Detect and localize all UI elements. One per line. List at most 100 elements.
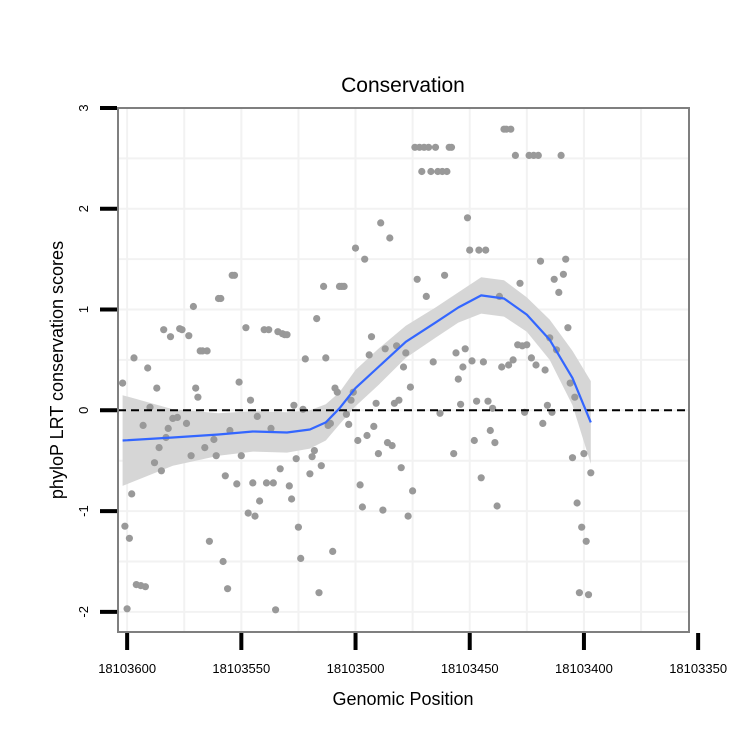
data-point xyxy=(246,396,255,404)
data-point xyxy=(123,605,131,613)
data-point xyxy=(166,333,175,341)
data-point xyxy=(564,324,572,332)
y-tick-label: 3 xyxy=(76,104,91,111)
data-point xyxy=(523,341,531,349)
x-axis-title: Genomic Position xyxy=(332,689,473,709)
data-point xyxy=(381,345,389,353)
data-point xyxy=(493,502,501,510)
data-point xyxy=(173,413,181,421)
data-point xyxy=(157,467,165,475)
data-point xyxy=(192,384,200,392)
data-point xyxy=(427,167,435,176)
data-point xyxy=(397,464,405,472)
data-point xyxy=(121,522,129,530)
data-point xyxy=(534,151,542,159)
data-point xyxy=(429,358,437,366)
x-tick-label: 18103350 xyxy=(669,661,727,676)
data-point xyxy=(541,366,549,374)
data-point xyxy=(580,450,588,458)
data-point xyxy=(322,354,330,362)
data-point xyxy=(329,547,337,556)
data-point xyxy=(139,421,147,429)
data-point xyxy=(230,271,239,279)
data-points xyxy=(119,125,595,614)
data-point xyxy=(489,404,497,412)
data-point xyxy=(182,419,191,427)
data-point xyxy=(482,246,490,254)
data-point xyxy=(425,143,433,151)
data-point xyxy=(470,436,478,445)
data-point xyxy=(283,331,291,339)
data-point xyxy=(374,450,382,458)
data-point xyxy=(406,383,414,391)
data-point xyxy=(363,431,371,440)
data-point xyxy=(582,537,590,545)
data-point xyxy=(308,453,316,461)
y-tick-label: -2 xyxy=(76,606,91,618)
data-point xyxy=(237,452,245,460)
x-axis: 18103600 18103550 18103500 18103450 18103400… xyxy=(98,633,727,676)
y-tick-label: -1 xyxy=(76,505,91,517)
data-point xyxy=(178,326,186,334)
data-point xyxy=(555,288,563,296)
data-point xyxy=(484,397,492,405)
data-point xyxy=(568,454,577,462)
data-point xyxy=(317,462,325,470)
data-point xyxy=(242,324,250,332)
data-point xyxy=(320,282,328,290)
x-tick-label: 18103550 xyxy=(212,661,270,676)
data-point xyxy=(559,270,568,278)
data-point xyxy=(219,557,227,566)
data-point xyxy=(235,378,243,386)
data-point xyxy=(285,482,293,490)
data-point xyxy=(457,400,465,408)
data-point xyxy=(351,244,360,252)
data-point xyxy=(347,396,355,404)
data-point xyxy=(217,294,225,303)
y-tick-label: 2 xyxy=(76,205,91,212)
chart-title: Conservation xyxy=(341,74,465,97)
data-point xyxy=(361,255,369,263)
data-point xyxy=(505,361,513,369)
data-point xyxy=(189,302,197,311)
data-point xyxy=(587,469,595,477)
data-point xyxy=(539,419,547,427)
data-point xyxy=(571,393,579,401)
data-point xyxy=(251,512,259,520)
data-point xyxy=(447,143,456,151)
data-point xyxy=(262,479,271,487)
data-point xyxy=(473,397,481,405)
data-point xyxy=(310,447,318,455)
data-point xyxy=(288,495,296,503)
data-point xyxy=(452,349,460,357)
data-point xyxy=(486,426,494,435)
data-point xyxy=(256,497,264,505)
panel-border xyxy=(117,107,690,633)
data-point xyxy=(459,363,467,371)
data-point xyxy=(550,275,558,283)
data-point xyxy=(507,125,515,133)
data-point xyxy=(253,412,261,420)
data-point xyxy=(201,444,209,452)
y-tick-label: 0 xyxy=(76,407,91,414)
data-point xyxy=(187,452,195,460)
data-point xyxy=(546,334,554,342)
data-point xyxy=(141,583,149,591)
data-point xyxy=(491,439,499,447)
x-tick-label: 18103500 xyxy=(327,661,385,676)
data-point xyxy=(326,419,334,427)
data-point xyxy=(536,257,545,265)
smooth-fit-path xyxy=(122,294,592,442)
data-point xyxy=(269,479,277,487)
data-point xyxy=(511,151,519,159)
data-point xyxy=(575,589,584,597)
data-point xyxy=(301,355,309,363)
data-point xyxy=(153,384,161,392)
data-point xyxy=(125,534,133,542)
data-point xyxy=(402,349,410,357)
data-point xyxy=(144,364,152,372)
data-point xyxy=(356,481,364,489)
data-point xyxy=(233,480,241,488)
data-point xyxy=(290,401,298,409)
